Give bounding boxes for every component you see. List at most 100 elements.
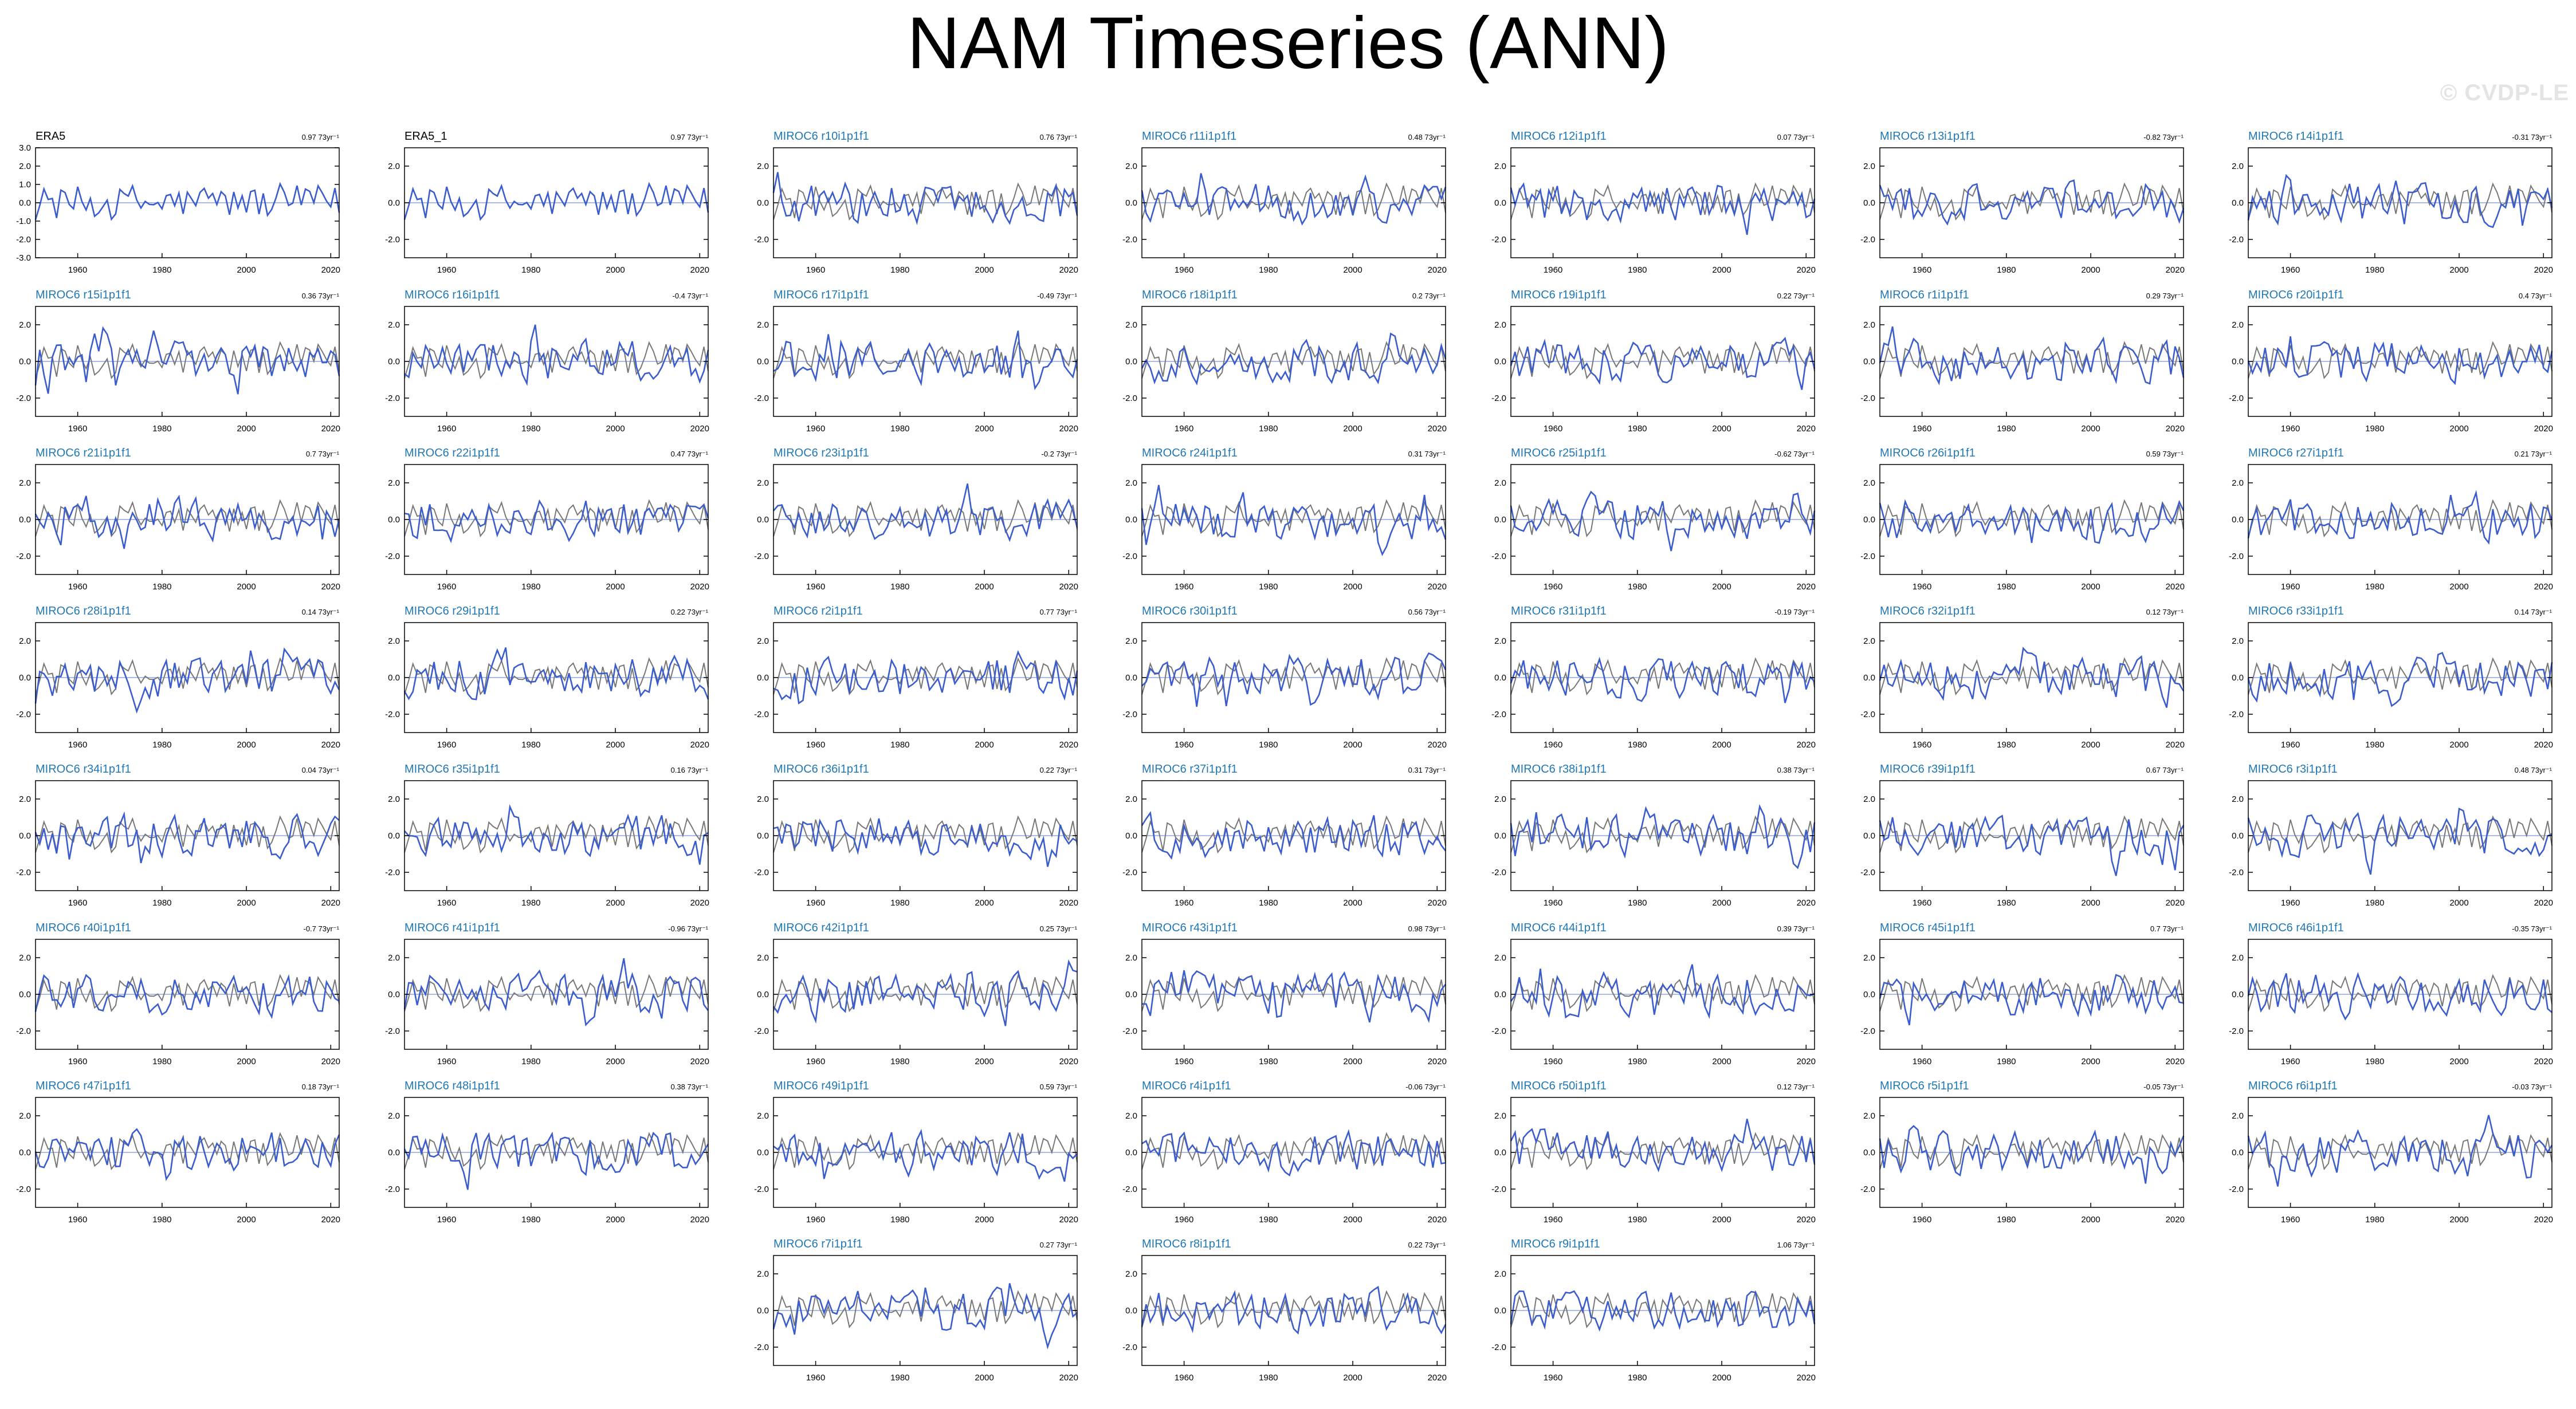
panel: MIROC6 r16i1p1f1 -0.4 73yr⁻¹ 2.0 0.0 -2.0 196…: [385, 289, 709, 434]
x-tick-label: 2000: [1343, 740, 1362, 750]
panel: MIROC6 r24i1p1f1 0.31 73yr⁻¹ 2.0 0.0 -2.0 196…: [1122, 447, 1447, 592]
panel-title: MIROC6 r22i1p1f1: [405, 447, 500, 459]
x-tick-label: 2020: [2534, 1057, 2553, 1066]
x-tick-label: 1960: [68, 1215, 87, 1225]
panel: MIROC6 r46i1p1f1 -0.35 73yr⁻¹ 2.0 0.0 -2.0 19…: [2229, 922, 2553, 1066]
member-series-line: [2247, 174, 2553, 229]
panel: MIROC6 r33i1p1f1 0.14 73yr⁻¹ 2.0 0.0 -2.0 196…: [2229, 605, 2553, 750]
x-tick-label: 2020: [1428, 898, 1447, 908]
panel-trend: 0.12 73yr⁻¹: [2146, 608, 2184, 616]
y-tick-label: 0.0: [1125, 515, 1137, 525]
x-tick-label: 2020: [2534, 898, 2553, 908]
y-tick-label: -2.0: [1122, 235, 1137, 245]
observed-series-line: [1879, 182, 2184, 221]
y-tick-label: 0.0: [2232, 515, 2244, 525]
panel-trend: 0.59 73yr⁻¹: [1040, 1083, 1078, 1091]
x-tick-label: 2000: [1343, 898, 1362, 908]
observed-series-line: [773, 657, 1078, 696]
y-tick-label: 2.0: [1494, 794, 1506, 804]
x-tick-label: 2020: [1059, 898, 1078, 908]
x-tick-label: 2000: [2081, 1215, 2100, 1225]
x-tick-label: 2000: [606, 740, 625, 750]
x-tick-label: 2020: [2534, 740, 2553, 750]
member-series-line: [1879, 974, 2184, 1026]
panel: MIROC6 r17i1p1f1 -0.49 73yr⁻¹ 2.0 0.0 -2.0 19…: [754, 289, 1078, 434]
y-tick-label: 0.0: [757, 831, 769, 841]
y-tick-label: 2.0: [388, 636, 400, 646]
x-tick-label: 1980: [1997, 1057, 2016, 1066]
panel-trend: 0.31 73yr⁻¹: [1408, 450, 1446, 458]
panel: MIROC6 r3i1p1f1 0.48 73yr⁻¹ 2.0 0.0 -2.0 1960…: [2229, 763, 2553, 908]
x-tick-label: 2000: [237, 1215, 256, 1225]
x-tick-label: 2020: [1797, 740, 1816, 750]
x-tick-label: 2020: [321, 898, 340, 908]
y-tick-label: 0.0: [757, 1148, 769, 1158]
x-tick-label: 1960: [1175, 1057, 1193, 1066]
observed-series-line: [2248, 1132, 2553, 1171]
y-tick-label: 2.0: [1863, 162, 1875, 171]
panel: MIROC6 r47i1p1f1 0.18 73yr⁻¹ 2.0 0.0 -2.0 196…: [16, 1080, 340, 1225]
panel: MIROC6 r41i1p1f1 -0.96 73yr⁻¹ 2.0 0.0 -2.0 19…: [385, 922, 709, 1066]
y-tick-label: -2.0: [16, 1026, 31, 1036]
panel-trend: 0.29 73yr⁻¹: [2146, 292, 2184, 300]
x-tick-label: 2020: [1059, 424, 1078, 434]
member-series-line: [403, 1131, 709, 1190]
y-tick-label: 2.0: [1863, 636, 1875, 646]
observed-series-line: [1510, 1132, 1815, 1171]
panel-trend: 0.12 73yr⁻¹: [1777, 1083, 1815, 1091]
x-tick-label: 1960: [1175, 1215, 1193, 1225]
y-tick-label: 0.0: [388, 831, 400, 841]
y-tick-label: 0.0: [1125, 673, 1137, 683]
panel-title: MIROC6 r30i1p1f1: [1142, 605, 1238, 617]
x-tick-label: 2020: [690, 1215, 709, 1225]
panel-trend: 0.21 73yr⁻¹: [2515, 450, 2553, 458]
panel-trend: 0.22 73yr⁻¹: [1777, 292, 1815, 300]
y-tick-label: -2.0: [1491, 552, 1506, 561]
panel-trend: -0.06 73yr⁻¹: [1405, 1083, 1446, 1091]
panel-trend: 0.48 73yr⁻¹: [1408, 133, 1446, 141]
y-tick-label: 0.0: [1494, 1306, 1506, 1316]
observed-series-line: [1141, 815, 1446, 854]
member-series-line: [1141, 652, 1447, 707]
member-series-line: [1510, 656, 1815, 703]
y-tick-label: 2.0: [1125, 636, 1137, 646]
x-tick-label: 2000: [1343, 1373, 1362, 1383]
x-tick-label: 1960: [1913, 1215, 1931, 1225]
panel-trend: -0.7 73yr⁻¹: [304, 924, 340, 933]
x-tick-label: 1980: [1628, 582, 1647, 592]
x-tick-label: 1960: [68, 424, 87, 434]
x-tick-label: 1980: [1259, 265, 1278, 275]
y-tick-label: -2.0: [1860, 868, 1875, 877]
x-tick-label: 2020: [690, 424, 709, 434]
x-tick-label: 2020: [1059, 740, 1078, 750]
x-tick-label: 2020: [1428, 424, 1447, 434]
y-tick-label: -2.0: [754, 1026, 769, 1036]
panel-title: MIROC6 r13i1p1f1: [1880, 130, 1976, 143]
y-tick-label: 2.0: [19, 953, 31, 963]
y-tick-label: 0.0: [1494, 515, 1506, 525]
x-tick-label: 1960: [1913, 740, 1931, 750]
x-tick-label: 2000: [606, 1215, 625, 1225]
member-series-line: [1879, 814, 2185, 876]
x-tick-label: 2020: [321, 582, 340, 592]
y-tick-label: 0.0: [1494, 357, 1506, 367]
x-tick-label: 2020: [1428, 265, 1447, 275]
panel-trend: 0.48 73yr⁻¹: [2515, 766, 2553, 774]
y-tick-label: 0.0: [1863, 673, 1875, 683]
panel-title: MIROC6 r41i1p1f1: [405, 922, 500, 934]
x-tick-label: 2000: [1712, 740, 1731, 750]
y-tick-label: -2.0: [1491, 235, 1506, 245]
x-tick-label: 2020: [2166, 898, 2185, 908]
y-tick-label: 2.0: [1125, 320, 1137, 330]
observed-series-line: [1141, 1132, 1446, 1171]
y-tick-label: 0.0: [1494, 1148, 1506, 1158]
x-tick-label: 2020: [2166, 1215, 2185, 1225]
x-tick-label: 2000: [237, 582, 256, 592]
y-tick-label: 2.0: [1125, 1111, 1137, 1121]
panel-trend: 0.22 73yr⁻¹: [671, 608, 709, 616]
y-tick-label: -2.0: [1122, 1343, 1137, 1352]
panel-title: MIROC6 r5i1p1f1: [1880, 1080, 1969, 1092]
x-tick-label: 2000: [2449, 424, 2468, 434]
y-tick-label: 2.0: [757, 478, 769, 488]
x-tick-label: 2000: [1712, 1373, 1731, 1383]
